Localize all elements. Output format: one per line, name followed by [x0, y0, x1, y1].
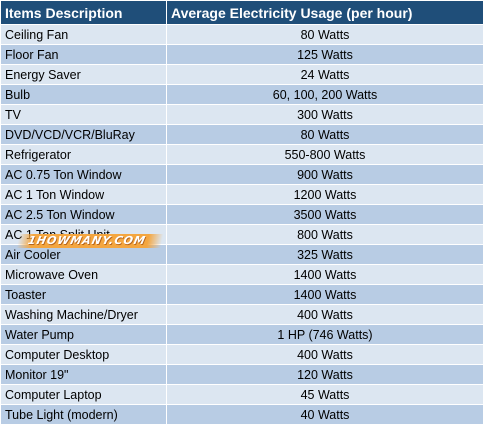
table-row: AC 0.75 Ton Window 900 Watts — [1, 165, 483, 185]
table-header-row: Items Description Average Electricity Us… — [1, 1, 483, 25]
table-row: Microwave Oven 1400 Watts — [1, 265, 483, 285]
item-cell: Tube Light (modern) — [1, 405, 167, 425]
table-row: Refrigerator 550-800 Watts — [1, 145, 483, 165]
table-row: Toaster 1400 Watts — [1, 285, 483, 305]
item-cell: Washing Machine/Dryer — [1, 305, 167, 325]
usage-cell: 80 Watts — [167, 125, 483, 145]
usage-cell: 1 HP (746 Watts) — [167, 325, 483, 345]
usage-cell: 60, 100, 200 Watts — [167, 85, 483, 105]
table-row: DVD/VCD/VCR/BluRay 80 Watts — [1, 125, 483, 145]
usage-cell: 400 Watts — [167, 345, 483, 365]
usage-cell: 400 Watts — [167, 305, 483, 325]
usage-cell: 80 Watts — [167, 25, 483, 45]
table-row: Floor Fan 125 Watts — [1, 45, 483, 65]
item-cell: Air Cooler — [1, 245, 167, 265]
table-row: Air Cooler 325 Watts — [1, 245, 483, 265]
item-cell: Refrigerator — [1, 145, 167, 165]
item-cell: AC 1 Ton Window — [1, 185, 167, 205]
item-cell: AC 1 Ton Split Unit — [1, 225, 167, 245]
usage-cell: 900 Watts — [167, 165, 483, 185]
item-cell: Microwave Oven — [1, 265, 167, 285]
item-cell: Ceiling Fan — [1, 25, 167, 45]
usage-cell: 45 Watts — [167, 385, 483, 405]
usage-cell: 24 Watts — [167, 65, 483, 85]
usage-cell: 1400 Watts — [167, 285, 483, 305]
table-row: Computer Desktop 400 Watts — [1, 345, 483, 365]
table-row: Bulb 60, 100, 200 Watts — [1, 85, 483, 105]
table-row: AC 2.5 Ton Window 3500 Watts — [1, 205, 483, 225]
table-row: TV 300 Watts — [1, 105, 483, 125]
table-row: Energy Saver 24 Watts — [1, 65, 483, 85]
table-row: Water Pump 1 HP (746 Watts) — [1, 325, 483, 345]
item-cell: Bulb — [1, 85, 167, 105]
item-cell: Computer Laptop — [1, 385, 167, 405]
usage-cell: 800 Watts — [167, 225, 483, 245]
table-row: Ceiling Fan 80 Watts — [1, 25, 483, 45]
item-cell: DVD/VCD/VCR/BluRay — [1, 125, 167, 145]
table-row: Washing Machine/Dryer 400 Watts — [1, 305, 483, 325]
item-cell: Computer Desktop — [1, 345, 167, 365]
header-items-description: Items Description — [1, 1, 167, 25]
table-row: Tube Light (modern) 40 Watts — [1, 405, 483, 425]
item-cell: Monitor 19" — [1, 365, 167, 385]
usage-cell: 40 Watts — [167, 405, 483, 425]
table-row: AC 1 Ton Split Unit 800 Watts — [1, 225, 483, 245]
header-average-usage: Average Electricity Usage (per hour) — [167, 1, 483, 25]
item-cell: Floor Fan — [1, 45, 167, 65]
usage-cell: 325 Watts — [167, 245, 483, 265]
table-row: AC 1 Ton Window 1200 Watts — [1, 185, 483, 205]
usage-cell: 1400 Watts — [167, 265, 483, 285]
item-cell: Water Pump — [1, 325, 167, 345]
item-cell: AC 0.75 Ton Window — [1, 165, 167, 185]
usage-cell: 1200 Watts — [167, 185, 483, 205]
item-cell: Energy Saver — [1, 65, 167, 85]
usage-cell: 3500 Watts — [167, 205, 483, 225]
table-row: Monitor 19" 120 Watts — [1, 365, 483, 385]
usage-cell: 125 Watts — [167, 45, 483, 65]
item-cell: Toaster — [1, 285, 167, 305]
usage-cell: 120 Watts — [167, 365, 483, 385]
usage-cell: 550-800 Watts — [167, 145, 483, 165]
item-cell: TV — [1, 105, 167, 125]
usage-cell: 300 Watts — [167, 105, 483, 125]
table-row: Computer Laptop 45 Watts — [1, 385, 483, 405]
item-cell: AC 2.5 Ton Window — [1, 205, 167, 225]
